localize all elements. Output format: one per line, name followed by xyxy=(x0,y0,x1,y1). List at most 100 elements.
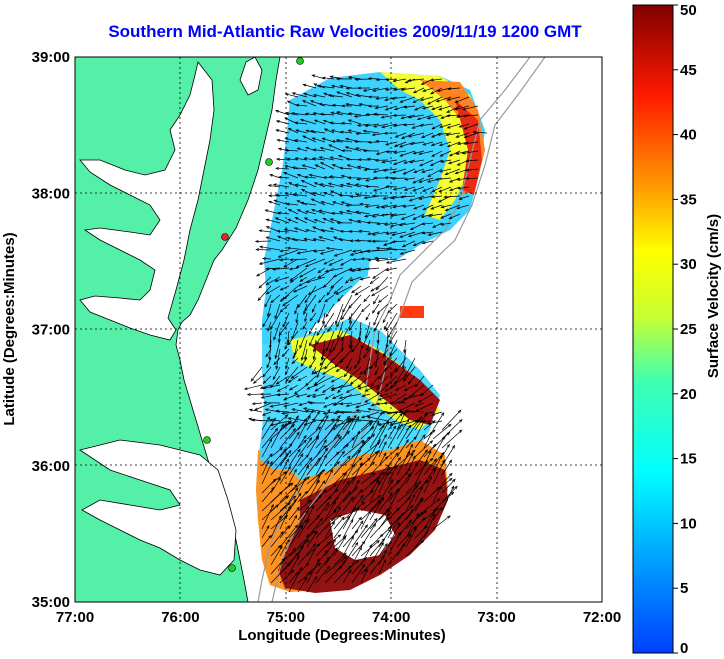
velocity-vector xyxy=(336,366,344,372)
velocity-vector xyxy=(368,408,389,413)
velocity-vector-head xyxy=(456,162,461,166)
velocity-vector-head xyxy=(367,140,372,144)
velocity-vector xyxy=(270,531,284,548)
velocity-vector-head xyxy=(349,239,354,243)
velocity-vector-head xyxy=(421,231,426,235)
velocity-vector xyxy=(300,357,308,367)
velocity-vector-head xyxy=(287,483,292,487)
velocity-vector-head xyxy=(424,530,429,535)
velocity-vector-head xyxy=(311,191,316,195)
velocity-vector xyxy=(449,213,461,220)
velocity-vector-head xyxy=(340,121,345,125)
velocity-vector-head xyxy=(333,483,337,488)
velocity-vector-head xyxy=(421,170,426,173)
velocity-vector xyxy=(279,548,297,566)
velocity-vector xyxy=(381,123,398,128)
velocity-vector xyxy=(267,321,272,332)
velocity-vector xyxy=(432,222,443,228)
velocity-vector xyxy=(316,330,326,345)
velocity-vector xyxy=(354,357,362,369)
velocity-vector-head xyxy=(275,365,279,370)
velocity-vector xyxy=(278,176,290,179)
velocity-vector-head xyxy=(346,415,351,420)
velocity-vector xyxy=(427,168,443,177)
velocity-vector-head xyxy=(446,431,451,436)
velocity-vector-head xyxy=(342,559,346,564)
velocity-vector-head xyxy=(345,365,349,370)
velocity-vector-head xyxy=(327,541,331,545)
velocity-vector xyxy=(288,487,298,503)
velocity-vector-head xyxy=(371,293,375,297)
velocity-vector xyxy=(360,472,376,485)
velocity-vector-head xyxy=(412,180,417,184)
velocity-vector-head xyxy=(440,116,445,119)
velocity-vector-head xyxy=(275,129,280,133)
velocity-vector-head xyxy=(264,209,269,213)
velocity-vector xyxy=(356,94,371,98)
velocity-vector xyxy=(341,303,353,320)
velocity-vector-head xyxy=(384,543,388,547)
velocity-vector xyxy=(387,425,396,440)
velocity-vector xyxy=(335,411,353,413)
velocity-vector xyxy=(275,129,290,134)
velocity-vector-head xyxy=(303,237,308,241)
velocity-vector-head xyxy=(408,519,412,523)
velocity-vector-head xyxy=(367,232,371,236)
velocity-vector-head xyxy=(458,418,463,423)
velocity-vector xyxy=(266,219,281,224)
velocity-vector-head xyxy=(305,146,310,150)
velocity-vector-head xyxy=(311,137,316,141)
velocity-vector-head xyxy=(279,309,284,313)
velocity-vector-head xyxy=(299,278,304,282)
velocity-vector xyxy=(387,303,398,313)
velocity-vector-head xyxy=(364,568,368,573)
velocity-vector-head xyxy=(392,79,397,83)
velocity-vector xyxy=(270,312,281,330)
velocity-vector xyxy=(304,420,317,426)
velocity-vector xyxy=(301,339,308,361)
velocity-vector-head xyxy=(306,505,310,510)
velocity-vector xyxy=(306,474,321,494)
velocity-vector-head xyxy=(261,412,266,416)
velocity-vector-head xyxy=(262,323,266,328)
velocity-vector-head xyxy=(324,396,329,400)
velocity-vector-head xyxy=(282,303,286,307)
velocity-vector-head xyxy=(424,411,429,415)
velocity-vector-head xyxy=(311,394,316,398)
velocity-vector-head xyxy=(371,461,376,466)
velocity-vector-head xyxy=(302,83,307,87)
velocity-vector-head xyxy=(341,149,345,153)
velocity-vector-head xyxy=(304,299,308,304)
velocity-vector-head xyxy=(266,416,270,420)
velocity-vector xyxy=(371,285,389,297)
velocity-vector-head xyxy=(447,423,452,428)
velocity-vector xyxy=(303,84,317,89)
velocity-vector-head xyxy=(396,507,400,512)
velocity-vector xyxy=(413,240,425,247)
velocity-patch-red xyxy=(400,306,424,318)
velocity-vector xyxy=(413,150,425,154)
velocity-vector-head xyxy=(346,182,350,186)
velocity-vector-head xyxy=(383,401,388,405)
velocity-vector-head xyxy=(354,147,359,151)
velocity-vector xyxy=(288,128,299,134)
velocity-vector xyxy=(261,393,281,399)
velocity-vector xyxy=(306,411,320,431)
velocity-vector xyxy=(423,431,433,449)
velocity-vector-head xyxy=(390,196,395,200)
velocity-vector-head xyxy=(303,157,308,161)
velocity-vector-head xyxy=(375,96,379,100)
velocity-vector xyxy=(445,132,461,136)
velocity-vector-head xyxy=(410,443,414,448)
velocity-vector xyxy=(351,431,360,449)
velocity-vector-head xyxy=(317,275,322,279)
velocity-vector-head xyxy=(463,135,468,139)
velocity-vector-head xyxy=(455,115,460,119)
velocity-vector-head xyxy=(431,429,436,433)
velocity-vector-head xyxy=(329,190,334,194)
velocity-vector xyxy=(341,122,353,125)
velocity-vector xyxy=(441,409,462,431)
velocity-vector xyxy=(314,182,326,188)
velocity-vector xyxy=(403,393,425,400)
velocity-vector-head xyxy=(419,98,424,102)
